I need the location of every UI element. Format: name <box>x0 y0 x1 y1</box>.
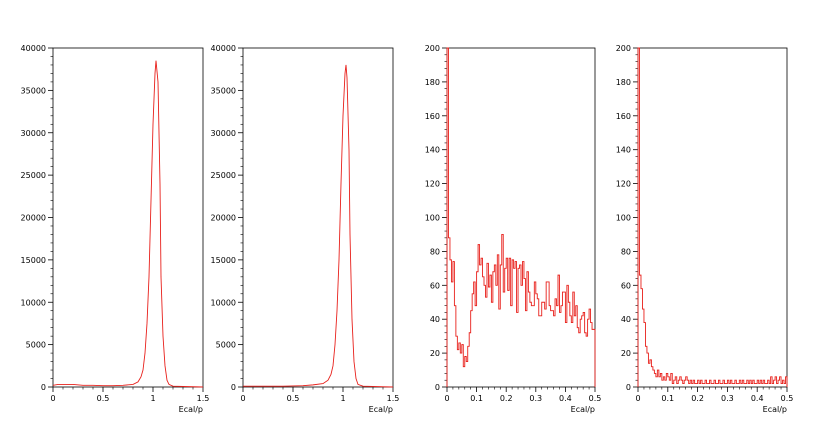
y-tick-label: 25000 <box>211 171 236 180</box>
y-tick-label: 160 <box>616 112 631 121</box>
y-tick-label: 30000 <box>211 129 236 138</box>
y-tick-label: 25000 <box>21 171 46 180</box>
histogram-line <box>52 60 204 388</box>
y-tick-label: 15000 <box>21 256 46 265</box>
y-tick-label: 40000 <box>21 44 46 53</box>
y-tick-label: 40 <box>621 315 631 324</box>
x-tick-label: 0.2 <box>500 394 513 403</box>
plot-frame <box>242 47 394 388</box>
x-tick-label: 0.2 <box>691 394 704 403</box>
y-tick-label: 120 <box>616 180 631 189</box>
x-tick-label: 0.5 <box>287 394 300 403</box>
y-tick-label: 40000 <box>211 44 236 53</box>
y-tick-label: 35000 <box>21 86 46 95</box>
chart-panel-2: 0 5000 10000 15000 20000 25000 30000 35000 40000… <box>211 44 400 414</box>
y-tick-label: 180 <box>616 78 631 87</box>
y-tick-label: 20 <box>430 349 440 358</box>
y-tick-label: 100 <box>425 214 440 223</box>
x-tick-label: 1.5 <box>387 394 400 403</box>
histogram-line <box>446 47 596 387</box>
y-tick-label: 0 <box>41 383 46 392</box>
y-tick-label: 0 <box>435 383 440 392</box>
y-tick-label: 0 <box>626 383 631 392</box>
x-tick-label: 0.5 <box>97 394 110 403</box>
chart-panel-1: 0 5000 10000 15000 20000 25000 30000 35000 40000… <box>21 44 210 414</box>
plot-frame <box>637 47 788 388</box>
y-tick-label: 140 <box>425 146 440 155</box>
x-tick-label: 1 <box>340 394 345 403</box>
y-tick-label: 10000 <box>211 298 236 307</box>
y-tick-label: 80 <box>621 247 631 256</box>
x-tick-label: 0.3 <box>529 394 542 403</box>
y-tick-label: 10000 <box>21 298 46 307</box>
y-tick-label: 120 <box>425 180 440 189</box>
y-tick-label: 140 <box>616 146 631 155</box>
y-tick-label: 60 <box>621 281 631 290</box>
x-tick-label: 1.5 <box>197 394 210 403</box>
y-tick-label: 0 <box>231 383 236 392</box>
x-axis-label: Ecal/p <box>571 405 595 414</box>
x-tick-label: 0 <box>50 394 55 403</box>
x-tick-label: 0 <box>240 394 245 403</box>
histogram-line <box>637 47 788 387</box>
x-tick-label: 0.3 <box>721 394 734 403</box>
y-tick-label: 20000 <box>21 214 46 223</box>
y-tick-label: 180 <box>425 78 440 87</box>
y-tick-label: 100 <box>616 214 631 223</box>
x-tick-label: 0.4 <box>751 394 764 403</box>
y-tick-label: 5000 <box>216 341 236 350</box>
y-tick-label: 40 <box>430 315 440 324</box>
x-tick-label: 0.5 <box>781 394 794 403</box>
y-tick-label: 5000 <box>26 341 46 350</box>
y-tick-label: 30000 <box>21 129 46 138</box>
x-axis-label: Ecal/p <box>369 405 393 414</box>
y-tick-label: 20 <box>621 349 631 358</box>
x-tick-label: 1 <box>150 394 155 403</box>
y-tick-label: 20000 <box>211 214 236 223</box>
x-tick-label: 0 <box>444 394 449 403</box>
chart-panel-3: 0 20 40 60 80 100 120 140 160 180 200 0 0.1 0.2 0.3 0.4… <box>425 44 602 414</box>
y-tick-label: 35000 <box>211 86 236 95</box>
y-tick-label: 160 <box>425 112 440 121</box>
x-tick-label: 0.4 <box>559 394 572 403</box>
plot-frame <box>52 47 204 388</box>
histogram-line <box>243 64 394 388</box>
x-tick-label: 0.1 <box>470 394 483 403</box>
y-tick-label: 15000 <box>211 256 236 265</box>
y-tick-label: 200 <box>616 44 631 53</box>
x-tick-label: 0 <box>635 394 640 403</box>
x-axis-label: Ecal/p <box>179 405 203 414</box>
y-tick-label: 80 <box>430 247 440 256</box>
chart-panel-4: 0 20 40 60 80 100 120 140 160 180 200 0 0.1 0.2 0.3 0.4… <box>616 44 794 414</box>
x-tick-label: 0.1 <box>661 394 674 403</box>
y-tick-label: 60 <box>430 281 440 290</box>
y-tick-label: 200 <box>425 44 440 53</box>
x-tick-label: 0.5 <box>589 394 602 403</box>
x-axis-label: Ecal/p <box>763 405 787 414</box>
